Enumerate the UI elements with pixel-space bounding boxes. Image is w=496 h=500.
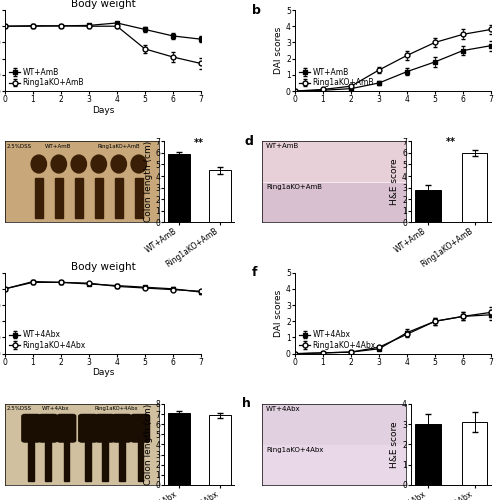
Ellipse shape	[111, 155, 126, 173]
Text: 2.5%DSS: 2.5%DSS	[6, 144, 32, 148]
Y-axis label: Colon length (cm): Colon length (cm)	[143, 141, 153, 222]
Bar	[119, 439, 124, 481]
Text: Ring1aKO+4Abx: Ring1aKO+4Abx	[94, 406, 138, 412]
FancyBboxPatch shape	[22, 414, 40, 442]
Text: d: d	[245, 135, 253, 148]
FancyBboxPatch shape	[57, 414, 76, 442]
Text: **: **	[446, 137, 456, 147]
Text: Ring1aKO+AmB: Ring1aKO+AmB	[97, 144, 140, 148]
Bar	[168, 413, 190, 485]
Ellipse shape	[71, 155, 86, 173]
Bar	[75, 178, 83, 218]
Text: WT+4Abx: WT+4Abx	[266, 406, 301, 411]
X-axis label: Days: Days	[92, 106, 114, 114]
Y-axis label: DAI scores: DAI scores	[274, 27, 283, 74]
FancyBboxPatch shape	[262, 446, 406, 485]
Title: Body weight: Body weight	[70, 262, 135, 272]
Bar	[45, 439, 51, 481]
Legend: WT+AmB, Ring1aKO+AmB: WT+AmB, Ring1aKO+AmB	[299, 68, 374, 87]
FancyBboxPatch shape	[39, 414, 57, 442]
Title: Body weight: Body weight	[70, 0, 135, 9]
FancyBboxPatch shape	[262, 404, 406, 444]
Text: WT+AmB: WT+AmB	[266, 143, 299, 149]
FancyBboxPatch shape	[262, 182, 406, 222]
Bar	[115, 178, 123, 218]
Text: WT+4Abx: WT+4Abx	[42, 406, 69, 412]
Bar	[415, 190, 440, 222]
Bar	[102, 439, 108, 481]
Text: Ring1aKO+4Abx: Ring1aKO+4Abx	[266, 447, 323, 453]
Bar	[462, 153, 488, 222]
Y-axis label: H&E score: H&E score	[390, 158, 399, 205]
FancyBboxPatch shape	[113, 414, 131, 442]
Text: WT+AmB: WT+AmB	[45, 144, 71, 148]
Ellipse shape	[91, 155, 107, 173]
Y-axis label: H&E score: H&E score	[390, 421, 399, 468]
Ellipse shape	[51, 155, 66, 173]
Bar	[462, 422, 488, 485]
Bar	[137, 439, 143, 481]
Ellipse shape	[131, 155, 146, 173]
FancyBboxPatch shape	[131, 414, 149, 442]
Bar	[35, 178, 43, 218]
FancyBboxPatch shape	[96, 414, 114, 442]
Text: **: **	[194, 138, 204, 148]
FancyBboxPatch shape	[262, 142, 406, 181]
Legend: WT+4Abx, Ring1aKO+4Abx: WT+4Abx, Ring1aKO+4Abx	[9, 330, 86, 350]
Bar	[135, 178, 142, 218]
Bar	[168, 154, 190, 222]
FancyBboxPatch shape	[79, 414, 97, 442]
Bar	[55, 178, 62, 218]
Bar	[208, 415, 231, 485]
Bar	[63, 439, 69, 481]
Legend: WT+4Abx, Ring1aKO+4Abx: WT+4Abx, Ring1aKO+4Abx	[299, 330, 376, 350]
Bar	[208, 170, 231, 222]
Ellipse shape	[31, 155, 47, 173]
Y-axis label: DAI scores: DAI scores	[274, 290, 283, 337]
Text: b: b	[252, 4, 261, 16]
Bar	[28, 439, 34, 481]
X-axis label: Days: Days	[92, 368, 114, 377]
Text: f: f	[252, 266, 257, 279]
Bar	[95, 178, 103, 218]
Text: 2.5%DSS: 2.5%DSS	[6, 406, 32, 412]
Bar	[85, 439, 91, 481]
Y-axis label: Colon length (cm): Colon length (cm)	[143, 404, 153, 485]
Text: h: h	[242, 398, 250, 410]
Text: Ring1aKO+AmB: Ring1aKO+AmB	[266, 184, 322, 190]
Legend: WT+AmB, Ring1aKO+AmB: WT+AmB, Ring1aKO+AmB	[9, 68, 84, 87]
Bar	[415, 424, 440, 485]
